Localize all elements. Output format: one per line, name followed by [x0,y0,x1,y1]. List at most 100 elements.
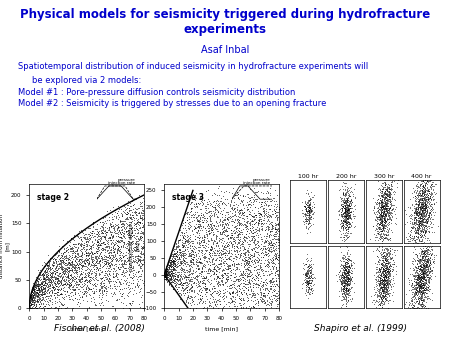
Point [108,262,116,268]
Point [379,277,387,283]
Point [346,290,353,295]
Point [414,274,421,280]
Point [343,245,351,250]
Point [171,273,179,278]
Point [35,292,42,297]
Point [272,261,279,266]
Point [41,276,49,281]
Point [31,283,38,288]
Point [169,266,176,272]
Point [171,276,179,282]
Point [346,257,354,263]
Point [135,236,142,241]
Point [427,215,434,221]
Point [106,263,113,269]
Point [108,242,115,247]
Point [346,221,354,226]
Point [67,262,74,267]
Point [385,268,392,273]
Point [343,186,350,192]
Point [32,282,39,287]
Point [251,233,258,239]
Point [57,301,64,307]
Point [88,251,95,256]
Point [105,271,112,277]
Point [181,247,189,253]
Point [380,272,387,277]
Point [236,238,243,244]
Point [305,208,312,213]
Point [220,250,228,256]
Point [382,214,389,220]
Point [195,224,202,229]
Point [343,280,351,286]
Point [33,287,40,293]
Point [249,233,256,239]
Point [386,260,393,266]
Point [273,213,280,218]
Point [209,212,216,218]
Point [379,290,387,296]
Point [216,301,224,307]
Point [391,280,398,285]
Point [185,264,193,269]
Point [112,241,120,246]
Point [255,272,262,277]
Point [162,275,169,281]
Point [164,279,171,285]
Point [201,300,208,305]
Point [410,333,417,337]
Point [423,214,430,219]
Point [419,216,427,221]
Point [419,205,426,210]
Point [238,272,245,278]
Point [131,230,138,236]
Point [273,213,280,219]
Point [369,299,376,305]
Point [420,166,427,172]
Point [404,249,411,255]
Point [415,286,423,291]
Point [270,286,277,291]
Point [198,249,205,254]
Point [383,184,390,189]
Point [422,240,429,246]
Point [248,225,256,231]
Point [186,202,194,207]
Point [198,259,205,265]
Point [226,303,233,308]
Point [101,268,108,274]
Point [40,282,48,287]
Point [168,257,175,262]
Point [195,263,202,269]
Point [63,257,70,263]
Point [425,279,432,284]
Point [342,284,350,289]
Point [136,237,144,242]
Point [53,264,60,269]
Point [233,235,240,240]
Point [418,200,426,205]
Point [416,277,423,283]
Point [198,250,205,255]
Point [131,287,138,293]
Point [50,263,57,268]
Point [89,288,96,294]
Point [381,225,388,231]
Point [230,239,238,244]
Point [418,189,425,195]
Point [377,301,384,307]
Point [189,251,197,256]
Point [173,277,180,282]
Point [382,184,389,190]
Point [305,209,312,214]
Point [422,284,429,289]
Point [249,227,256,233]
Point [238,285,245,291]
Point [416,215,423,221]
Point [213,239,220,244]
Point [121,273,128,278]
Point [126,248,133,253]
Point [91,231,98,236]
Point [217,232,225,237]
